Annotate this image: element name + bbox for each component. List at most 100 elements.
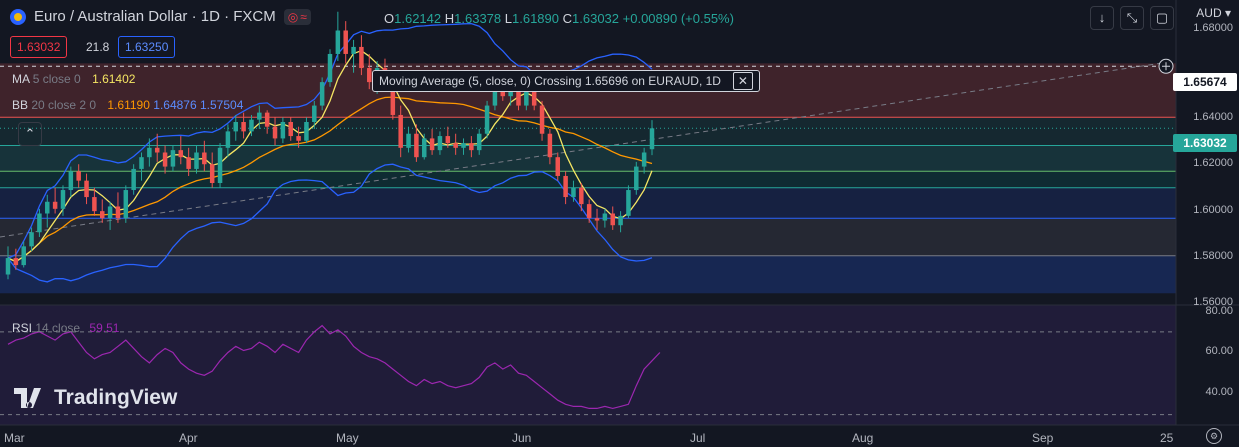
alert-price-tag: 1.65674 (1173, 73, 1237, 91)
change-value: +0.00890 (+0.55%) (622, 11, 734, 26)
visibility-toggle[interactable]: ◎ ≈ (283, 8, 311, 25)
candle-body (99, 211, 105, 219)
candle-body (241, 122, 246, 132)
candle-body (563, 175, 568, 198)
candle-body (123, 190, 129, 219)
candle-body (461, 143, 466, 148)
add-alert-icon (1158, 58, 1174, 74)
candle-body (264, 112, 270, 127)
bb-lower-value: 1.57504 (200, 98, 244, 112)
ohlc-readout: O1.62142 H1.63378 L1.61890 C1.63032 +0.0… (384, 11, 734, 26)
candle-body (37, 213, 42, 233)
candle-body (469, 143, 474, 151)
candle-body (327, 53, 333, 83)
chevron-down-icon: ▾ (1224, 6, 1231, 20)
candle-body (390, 86, 396, 115)
rsi-legend[interactable]: RSI 14 close 59.51 (12, 321, 119, 335)
candle-body (45, 201, 50, 214)
fullscreen-button[interactable]: ⤡ (1120, 6, 1144, 30)
candle-body (579, 187, 584, 205)
trend-line (0, 62, 1161, 238)
candle-body (421, 138, 427, 158)
candle-body (76, 171, 81, 181)
candle-body (60, 190, 66, 209)
candle-body (571, 187, 576, 198)
candle-body (92, 197, 97, 212)
candle-body (115, 206, 121, 219)
candle-body (131, 168, 136, 191)
candle-body (429, 138, 435, 151)
bb-basis-value: 1.61190 (107, 98, 150, 112)
candle-body (21, 246, 26, 266)
open-value: 1.62142 (394, 11, 442, 26)
symbol-legend[interactable]: Euro / Australian Dollar · 1D · FXCM ◎ ≈ (10, 8, 311, 25)
candle-body (5, 258, 11, 275)
candle-body (414, 133, 419, 158)
collapse-legend-button[interactable]: ⌃ (18, 122, 42, 146)
rsi-axis-label: 80.00 (1205, 305, 1233, 317)
buy-price-button[interactable]: 1.63250 (118, 36, 176, 58)
candle-body (626, 190, 631, 216)
candle-body (296, 136, 301, 141)
candle-body (225, 131, 231, 148)
rsi-axis-label: 60.00 (1205, 345, 1233, 357)
spread-value: 21.8 (86, 40, 110, 54)
candle-body (194, 152, 199, 169)
price-axis-label: 1.56000 (1193, 296, 1233, 308)
candle-body (319, 82, 325, 106)
low-value: 1.61890 (512, 11, 559, 26)
bb-legend[interactable]: BB 20 close 2 0 1.61190 1.64876 1.57504 (12, 98, 243, 112)
bb-lower-line (7, 163, 653, 283)
frame-icon: ▢ (1155, 10, 1169, 25)
price-zone (0, 218, 1176, 256)
alert-text: Moving Average (5, close, 0) Crossing 1.… (379, 74, 721, 88)
candle-body (492, 86, 498, 106)
candle-body (484, 105, 490, 134)
candle-body (351, 46, 356, 54)
bb-params: 20 close 2 0 (31, 98, 97, 112)
candle-body (202, 152, 207, 165)
candle-body (555, 157, 561, 176)
arrow-down-icon: ↓ (1098, 10, 1106, 25)
candle-body (618, 215, 623, 226)
wave-icon: ≈ (300, 9, 307, 24)
ma-value: 1.61402 (92, 72, 136, 86)
close-label: C (562, 11, 573, 26)
candle-body (437, 136, 443, 151)
candle-body (586, 204, 592, 219)
download-button[interactable]: ↓ (1090, 6, 1114, 30)
bb-upper-value: 1.64876 (153, 98, 197, 112)
time-axis-label: Mar (4, 431, 25, 445)
sell-price-button[interactable]: 1.63032 (10, 36, 68, 58)
logo-text: TradingView (54, 386, 178, 409)
candle-body (304, 122, 309, 141)
price-axis-label: 1.68000 (1193, 22, 1233, 34)
candle-body (508, 89, 513, 97)
tradingview-mark-icon (14, 388, 41, 408)
candle-body (280, 122, 286, 139)
candle-body (359, 46, 364, 69)
ma-name: MA (12, 72, 30, 86)
candle-body (84, 180, 89, 198)
ma-legend[interactable]: MA 5 close 0 1.61402 (12, 72, 135, 86)
low-label: L (504, 11, 512, 26)
candle-body (367, 68, 372, 83)
candle-body (649, 128, 655, 150)
price-zone (0, 171, 1176, 188)
candle-body (343, 30, 348, 54)
hide-icon: ◎ (287, 9, 299, 24)
bb-name: BB (12, 98, 29, 112)
currency-selector[interactable]: AUD ▾ (1196, 6, 1231, 20)
candle-body (453, 143, 458, 148)
close-alert-icon[interactable]: ✕ (732, 72, 753, 90)
candle-body (52, 201, 58, 209)
candle-body (406, 133, 411, 148)
candle-body (13, 258, 19, 266)
candle-body (257, 112, 262, 120)
settings-icon[interactable]: ⚙ (1206, 428, 1222, 444)
candle-body (398, 114, 403, 148)
screenshot-button[interactable]: ▢ (1150, 6, 1174, 30)
candle-body (594, 218, 600, 221)
